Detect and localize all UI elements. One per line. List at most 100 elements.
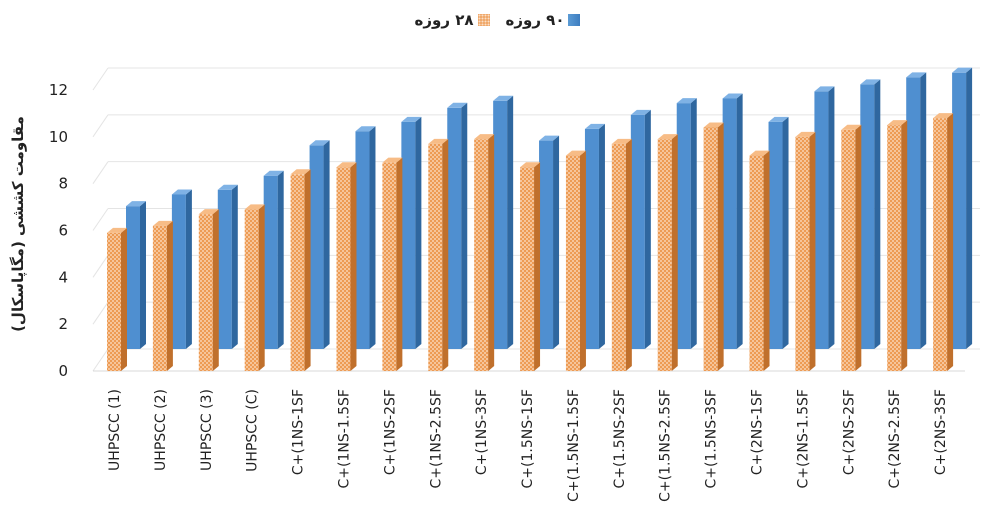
- bar-90-day: [401, 116, 422, 349]
- x-tick-label: C+(2NS-2SF: [841, 389, 857, 475]
- gridline-floor-edge: [92, 348, 109, 372]
- bar-28-day: [382, 157, 403, 371]
- bar-28-day-side: [625, 138, 632, 371]
- bar-28-day: [565, 150, 586, 371]
- bar-28-day-front: [244, 209, 259, 371]
- bar-90-day-top: [768, 116, 789, 122]
- bar-90-day: [630, 109, 651, 349]
- bar-28-day-front: [152, 225, 167, 371]
- bar-90-day-side: [874, 79, 881, 350]
- bar-28-day-side: [809, 131, 816, 371]
- bar-90-day: [493, 95, 514, 350]
- legend-item-28-day: ۲۸ روزه: [415, 11, 490, 29]
- bar-90-day-side: [323, 140, 330, 349]
- bar-90-day: [447, 102, 468, 349]
- y-tick-label: 2: [58, 315, 68, 333]
- bar-90-day-top: [584, 123, 605, 129]
- bar-28-day-top: [887, 120, 908, 126]
- bar-90-day-side: [461, 102, 468, 349]
- bar-28-day-front: [795, 136, 810, 371]
- bar-28-day-top: [933, 113, 954, 119]
- bar-28-day-side: [166, 220, 173, 371]
- bar-90-day-front: [584, 128, 599, 349]
- bar-28-day: [749, 150, 770, 371]
- bar-28-day: [933, 113, 954, 371]
- bar-28-day-side: [717, 122, 724, 371]
- bar-28-day-top: [565, 150, 586, 156]
- bar-28-day-front: [657, 139, 672, 371]
- bar-90-day: [263, 170, 284, 349]
- bar-90-day-top: [722, 93, 743, 99]
- bar-28-day-top: [795, 131, 816, 137]
- bar-90-day-top: [493, 95, 514, 101]
- bar-28-day-front: [611, 143, 626, 371]
- bar-90-day: [676, 98, 697, 349]
- gridline-floor-edge: [92, 255, 109, 278]
- y-tick-label: 12: [49, 81, 68, 99]
- bar-28-day: [841, 124, 862, 371]
- bar-28-day-top: [841, 124, 862, 130]
- x-tick-label: C+(1.5NS-3SF: [704, 389, 720, 489]
- bar-90-day: [217, 184, 238, 349]
- bar-28-day-side: [947, 113, 954, 371]
- bar-28-day-top: [198, 209, 219, 215]
- bar-28-day: [290, 169, 311, 371]
- bar-28-day: [657, 134, 678, 371]
- bar-90-day-top: [217, 184, 238, 190]
- bar-28-day: [428, 138, 449, 371]
- bar-90-day: [355, 126, 376, 349]
- bar-90-day-top: [860, 79, 881, 85]
- bar-28-day-front: [565, 155, 580, 371]
- bar-90-day-top: [126, 201, 146, 207]
- x-tick-label: C+(1NS-2.5SF: [428, 389, 444, 489]
- bar-90-day-side: [690, 98, 697, 349]
- bar-90-day-side: [415, 116, 422, 349]
- bar-28-day-side: [121, 227, 127, 371]
- bar-90-day-front: [447, 107, 462, 349]
- bar-28-day-top: [336, 162, 357, 168]
- bar-90-day-front: [309, 145, 324, 349]
- bar-28-day-front: [107, 232, 121, 371]
- bar-90-day: [584, 123, 605, 349]
- bar-90-day-front: [217, 189, 232, 349]
- bar-90-day-side: [782, 116, 789, 349]
- bar-28-day-top: [152, 220, 173, 226]
- bar-90-day-front: [493, 100, 508, 350]
- x-tick-label: C+(1.5NS-1.5SF: [566, 389, 582, 502]
- bar-90-day-top: [171, 189, 192, 195]
- bar-28-day: [520, 162, 541, 371]
- bar-28-day-top: [703, 122, 724, 128]
- bar-90-day-top: [814, 86, 835, 92]
- bar-90-day: [768, 116, 789, 349]
- bar-28-day-top: [428, 138, 449, 144]
- bar-28-day-front: [290, 174, 305, 371]
- legend-label-90-day: ۹۰ روزه: [505, 11, 565, 29]
- bar-90-day-top: [263, 170, 284, 176]
- bar-90-day-front: [952, 72, 967, 349]
- legend-swatch-90-day: [568, 14, 581, 26]
- bar-28-day-front: [336, 167, 351, 371]
- bar-28-day: [336, 162, 357, 371]
- bar-28-day-front: [198, 214, 213, 371]
- bar-28-day-front: [703, 127, 718, 371]
- bar-90-day: [906, 72, 927, 349]
- bar-28-day: [703, 122, 724, 371]
- bar-28-day-side: [442, 138, 449, 371]
- bar-90-day-front: [814, 91, 829, 350]
- bar-28-day: [611, 138, 632, 371]
- bar-28-day-top: [474, 134, 495, 140]
- bar-28-day-side: [350, 162, 357, 371]
- bar-28-day-top: [611, 138, 632, 144]
- bar-90-day-side: [920, 72, 927, 349]
- bar-90-day-side: [507, 95, 514, 350]
- x-tick-label: C+(1NS-3SF: [474, 389, 490, 475]
- y-tick-label: 8: [58, 175, 68, 193]
- gridline-floor-edge: [92, 208, 109, 231]
- bar-90-day-front: [171, 194, 186, 349]
- x-tick-label: C+(1NS-1SF: [291, 389, 307, 475]
- bar-90-day-side: [369, 126, 376, 349]
- x-tick-label: UHPSCC (C): [245, 389, 261, 472]
- bar-90-day-side: [231, 184, 238, 349]
- bar-90-day-side: [736, 93, 743, 349]
- bar-28-day: [107, 227, 127, 371]
